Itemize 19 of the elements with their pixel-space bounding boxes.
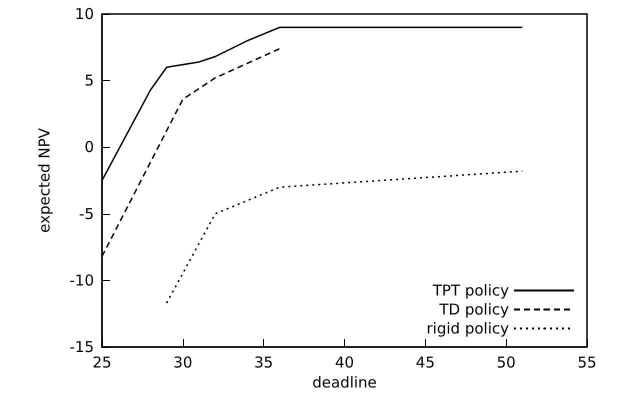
x-tick-label: 25	[92, 354, 112, 372]
legend-label: rigid policy	[426, 320, 510, 338]
y-axis-title: expected NPV	[36, 127, 54, 233]
x-tick-label: 50	[496, 354, 516, 372]
x-tick-label: 40	[334, 354, 354, 372]
legend-label: TPT policy	[432, 282, 510, 300]
y-tick-label: -5	[79, 204, 94, 223]
legend-label: TD policy	[438, 300, 510, 318]
y-tick-label: -10	[70, 271, 94, 290]
y-tick-label: 10	[74, 5, 94, 23]
x-tick-label: 55	[577, 354, 597, 372]
x-tick-label: 30	[173, 354, 192, 372]
x-tick-label: 45	[416, 354, 435, 372]
x-tick-label: 35	[254, 354, 274, 372]
y-tick-label: 5	[84, 72, 94, 90]
y-tick-label: 0	[84, 138, 94, 156]
y-tick-label: -15	[70, 338, 94, 356]
x-axis-title: deadline	[312, 374, 377, 392]
line-series	[166, 170, 524, 304]
